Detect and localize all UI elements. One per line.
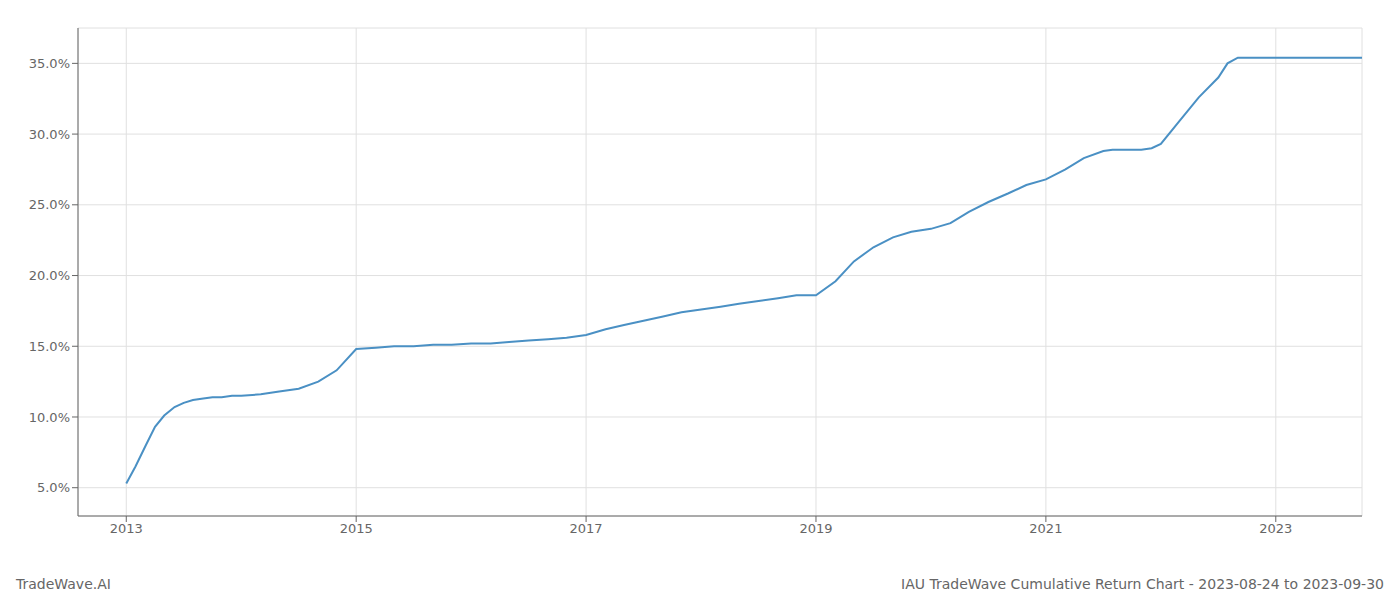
svg-text:30.0%: 30.0% <box>29 127 70 142</box>
svg-text:2017: 2017 <box>570 521 603 536</box>
svg-text:20.0%: 20.0% <box>29 268 70 283</box>
html-text:IAU TradeWave Cumulative Retur: IAU TradeWave Cumulative Return Chart - … <box>901 576 1384 592</box>
svg-text:2015: 2015 <box>340 521 373 536</box>
svg-text:10.0%: 10.0% <box>29 410 70 425</box>
html-text:TradeWave.AI: TradeWave.AI <box>16 576 111 592</box>
svg-text:2021: 2021 <box>1029 521 1062 536</box>
svg-text:2023: 2023 <box>1259 521 1292 536</box>
svg-text:35.0%: 35.0% <box>29 56 70 71</box>
svg-text:15.0%: 15.0% <box>29 339 70 354</box>
svg-text:5.0%: 5.0% <box>37 480 70 495</box>
svg-text:25.0%: 25.0% <box>29 197 70 212</box>
svg-text:2013: 2013 <box>110 521 143 536</box>
svg-text:2019: 2019 <box>799 521 832 536</box>
